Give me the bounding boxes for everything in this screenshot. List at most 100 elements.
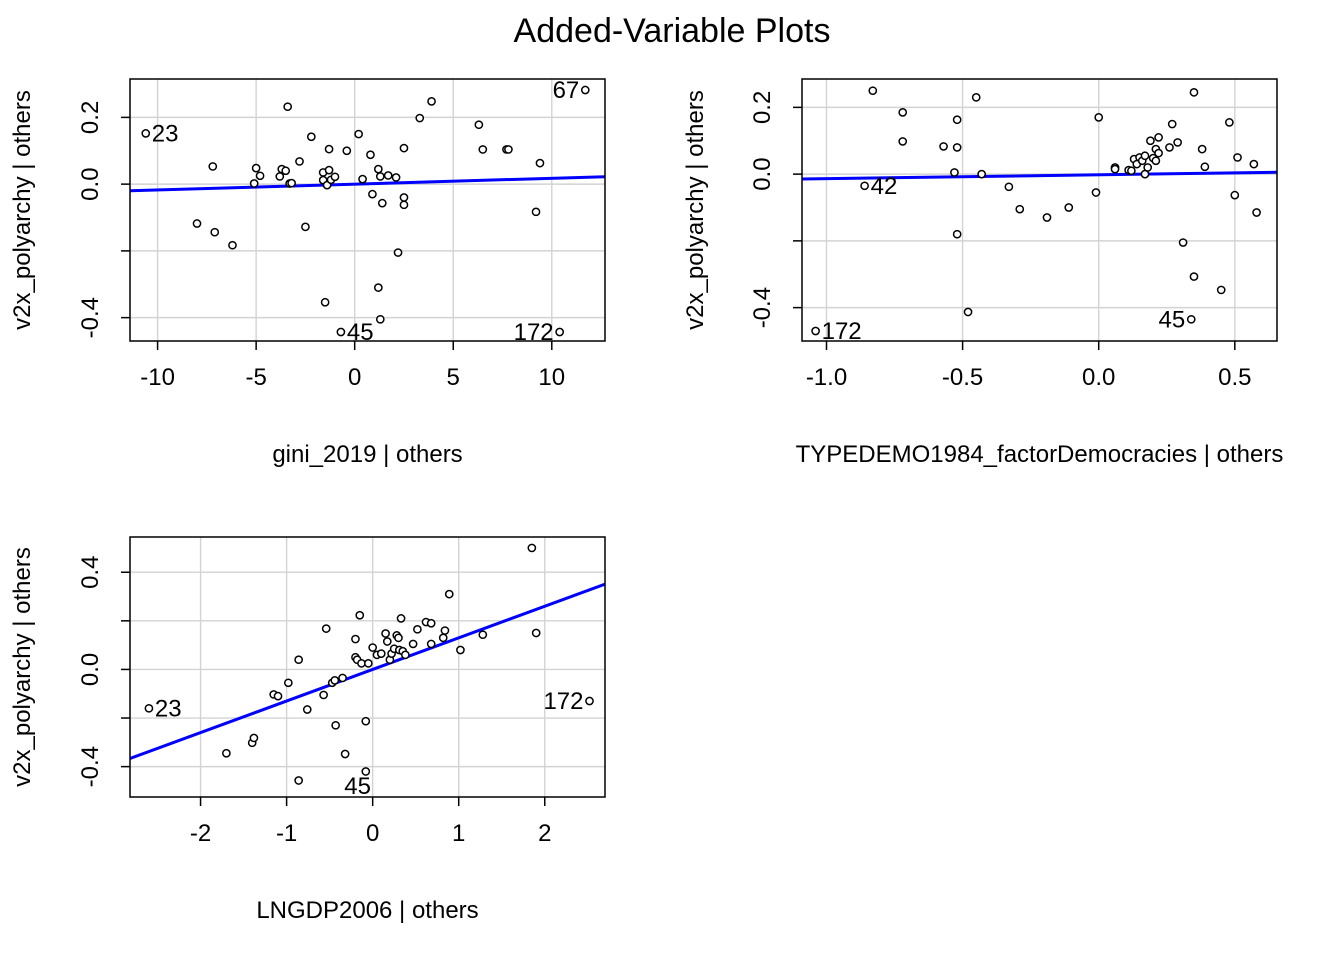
data-point — [1197, 144, 1207, 154]
data-point — [321, 624, 331, 633]
data-point — [399, 200, 409, 210]
x-axis-title: TYPEDEMO1984_factorDemocracies | others — [796, 441, 1284, 468]
data-point — [364, 659, 373, 668]
data-point — [1225, 118, 1234, 127]
data-point — [1146, 136, 1155, 146]
data-point — [330, 172, 340, 182]
data-point — [340, 749, 350, 759]
y-axis: -0.4 0.0 0.2 — [77, 101, 130, 338]
data-point — [331, 720, 341, 730]
data-point — [208, 162, 218, 171]
data-point — [1091, 188, 1101, 197]
x-axis: -10 -5 0 5 10 — [140, 341, 565, 391]
data-point — [306, 132, 316, 142]
data-point — [373, 283, 383, 292]
x-tick-label: -2 — [190, 820, 211, 847]
data-point — [1216, 285, 1226, 295]
avplot-panel-3: 23 45 172 -2 -1 0 1 2 -0.4 0.0 0.4 LNGDP2006 | othe… — [9, 536, 606, 924]
data-point — [324, 165, 334, 175]
data-point — [358, 174, 367, 184]
data-point — [330, 676, 340, 685]
point-label: 45 — [344, 773, 371, 800]
point-label: 45 — [347, 319, 374, 346]
y-tick-label: 0.4 — [77, 556, 104, 589]
data-point — [898, 137, 908, 146]
y-tick-label: 0.0 — [77, 167, 104, 200]
data-point — [426, 639, 436, 649]
data-point — [338, 673, 347, 683]
data-point — [1140, 151, 1150, 161]
data-point — [1151, 156, 1161, 166]
y-axis-title: v2x_polyarchy | others — [682, 90, 709, 330]
data-point — [527, 543, 537, 553]
data-points — [144, 543, 594, 785]
data-point — [249, 733, 259, 743]
data-point — [426, 618, 436, 628]
data-point — [294, 655, 304, 665]
data-point — [413, 624, 422, 634]
data-point — [1110, 164, 1120, 174]
data-point — [444, 589, 454, 599]
data-point — [474, 120, 484, 130]
x-tick-label: -5 — [245, 364, 266, 391]
data-point — [295, 157, 304, 166]
plot-frame — [129, 78, 606, 342]
data-point — [377, 198, 387, 208]
data-point — [1165, 143, 1174, 152]
data-point — [1143, 163, 1153, 172]
data-point — [977, 169, 987, 179]
avplot-panel-1: 23 67 45 172 -10 -5 0 5 10 -0.4 0.0 0.2 gini_2019 | … — [9, 77, 606, 468]
data-point — [283, 678, 293, 688]
data-point — [251, 163, 261, 173]
plot-frame — [801, 78, 1278, 342]
x-tick-label: -10 — [140, 364, 175, 391]
y-axis: -0.4 0.0 0.4 — [77, 556, 130, 787]
data-point — [939, 142, 948, 151]
data-points — [141, 85, 590, 337]
x-axis: -1.0 -0.5 0.0 0.5 — [806, 341, 1251, 391]
grid-lines — [802, 79, 1277, 341]
x-tick-label: 1 — [452, 820, 465, 847]
y-tick-label: 0.0 — [77, 653, 104, 686]
data-point — [375, 172, 385, 181]
data-point — [302, 705, 312, 714]
data-point — [324, 144, 334, 154]
data-point — [210, 227, 220, 237]
data-point — [273, 691, 283, 701]
x-axis: -2 -1 0 1 2 — [190, 797, 551, 847]
data-point — [1042, 213, 1052, 222]
x-tick-label: 0 — [366, 820, 379, 847]
data-point — [336, 327, 346, 337]
data-point — [1230, 190, 1240, 200]
data-point — [1186, 314, 1196, 324]
data-point — [580, 85, 590, 95]
data-point — [399, 143, 409, 153]
data-point — [868, 86, 878, 96]
data-point — [952, 229, 962, 239]
data-point — [192, 219, 202, 228]
data-point — [438, 633, 448, 643]
y-tick-label: -0.4 — [77, 746, 104, 787]
data-point — [357, 659, 366, 668]
data-point — [952, 143, 962, 152]
point-label: 172 — [514, 319, 554, 346]
x-tick-label: -0.5 — [942, 364, 983, 391]
data-point — [399, 193, 409, 202]
data-point — [531, 207, 541, 217]
x-tick-label: -1.0 — [806, 364, 847, 391]
plot-frame — [129, 536, 606, 798]
data-point — [585, 696, 594, 706]
data-point — [366, 150, 375, 160]
y-tick-label: -0.4 — [77, 297, 104, 338]
data-points — [811, 86, 1261, 336]
data-point — [408, 639, 418, 649]
data-point — [391, 173, 401, 182]
data-point — [860, 181, 869, 191]
y-tick-label: 0.2 — [749, 91, 776, 124]
data-point — [355, 610, 365, 620]
data-point — [342, 146, 352, 156]
data-point — [228, 240, 237, 250]
data-point — [1127, 166, 1136, 176]
data-point — [393, 248, 403, 257]
